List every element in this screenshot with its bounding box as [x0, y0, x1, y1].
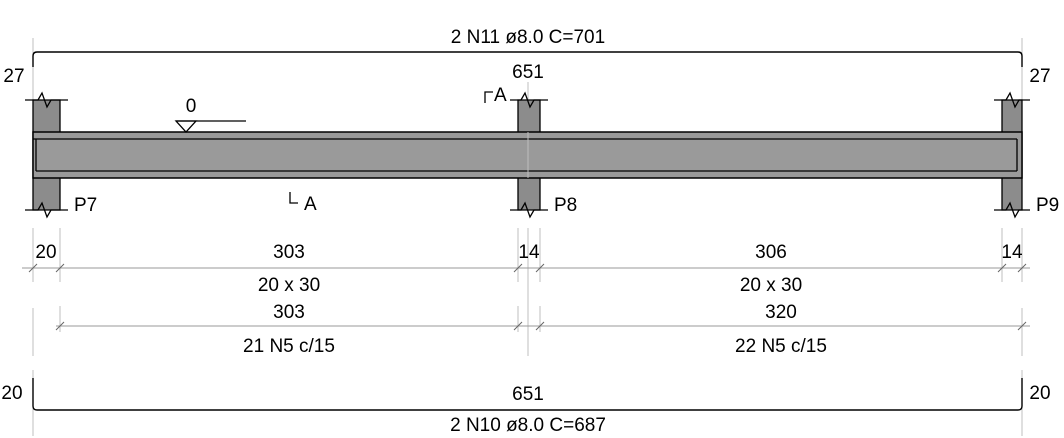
bottom-rebar-label: 2 N10 ø8.0 C=687 — [450, 415, 606, 436]
level-marker-label: 0 — [186, 96, 197, 117]
top-span-label: 651 — [512, 62, 544, 83]
pillar-label-p9: P9 — [1036, 195, 1059, 216]
pillar-label-p8: P8 — [554, 195, 577, 216]
section-size-1: 20 x 30 — [258, 275, 320, 296]
pillar-label-p7: P7 — [74, 195, 97, 216]
section-cut-top-icon — [484, 91, 493, 103]
section-cut-bottom-label: A — [304, 194, 317, 215]
bottom-rebar — [32, 378, 1023, 411]
section-cut-bottom-icon — [289, 192, 298, 204]
stirrup-label-1: 21 N5 c/15 — [243, 336, 335, 357]
span-dimension-line — [22, 263, 1030, 273]
level-marker-icon — [174, 120, 246, 133]
section-size-2: 20 x 30 — [740, 275, 802, 296]
support-width-p9: 14 — [1001, 242, 1023, 263]
top-hook-left: 27 — [3, 66, 24, 87]
support-width-p8: 14 — [518, 242, 540, 263]
section-cut-top-label: A — [494, 85, 507, 106]
bottom-hook-left: 20 — [1, 383, 22, 404]
top-rebar-label: 2 N11 ø8.0 C=701 — [451, 27, 605, 48]
stirrup-label-2: 22 N5 c/15 — [735, 336, 827, 357]
stirrup-dimension-line — [55, 321, 1030, 331]
beam — [32, 131, 1023, 179]
top-hook-right: 27 — [1029, 66, 1050, 87]
stirrup-length-2: 320 — [765, 302, 797, 323]
top-rebar — [32, 51, 1023, 67]
span-length-2: 306 — [755, 242, 787, 263]
support-width-p7: 20 — [35, 242, 56, 263]
span-length-1: 303 — [273, 242, 305, 263]
reference-lines — [32, 38, 1023, 436]
stirrup-length-1: 303 — [273, 302, 305, 323]
bottom-hook-right: 20 — [1029, 383, 1050, 404]
bottom-span-label: 651 — [512, 384, 544, 405]
